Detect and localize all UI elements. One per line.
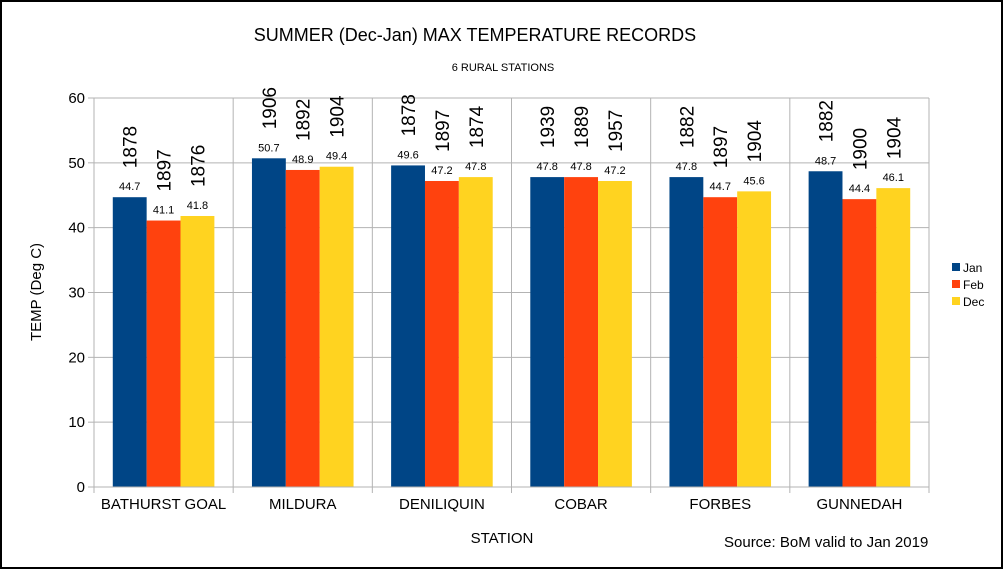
x-tick-label: GUNNEDAH <box>816 496 902 513</box>
bar-jan <box>251 158 286 488</box>
bar-dec <box>458 177 493 487</box>
bar-dec <box>319 166 354 487</box>
value-label: 49.4 <box>326 151 347 163</box>
value-label: 47.8 <box>537 161 558 173</box>
legend: Jan Feb Dec <box>952 261 984 309</box>
year-label: 1892 <box>294 99 315 141</box>
year-label: 1939 <box>538 106 559 148</box>
bar-dec <box>598 180 632 487</box>
y-tick-label: 20 <box>68 349 85 366</box>
chart-subtitle: 6 RURAL STATIONS <box>452 62 554 74</box>
value-label: 44.7 <box>119 181 140 193</box>
year-label: 1878 <box>399 94 420 136</box>
year-label: 1900 <box>850 128 871 170</box>
year-label: 1889 <box>572 106 593 148</box>
year-label: 1882 <box>677 106 698 148</box>
value-label: 47.8 <box>676 161 697 173</box>
year-label: 1906 <box>260 87 281 129</box>
bar-feb <box>842 199 877 487</box>
value-label: 48.7 <box>815 155 836 167</box>
year-label: 1904 <box>745 120 766 163</box>
year-label: 1882 <box>817 100 838 142</box>
year-label: 1878 <box>121 126 142 168</box>
value-label: 48.9 <box>292 154 313 166</box>
legend-label: Feb <box>963 278 984 292</box>
value-label: 47.2 <box>431 165 452 177</box>
bar-dec <box>737 191 772 488</box>
year-label: 1904 <box>884 116 905 159</box>
x-tick-label: MILDURA <box>269 496 337 513</box>
value-label: 49.6 <box>397 149 418 161</box>
y-tick-label: 50 <box>68 155 85 172</box>
legend-swatch-dec <box>952 297 960 305</box>
value-label: 45.6 <box>743 175 764 187</box>
year-label: 1897 <box>155 149 176 191</box>
x-tick-label: DENILIQUIN <box>399 496 485 513</box>
bar-jan <box>530 177 565 487</box>
year-label: 1957 <box>606 110 627 152</box>
y-axis-title: TEMP (Deg C) <box>28 243 45 341</box>
legend-label: Dec <box>963 295 984 309</box>
value-label: 44.7 <box>710 181 731 193</box>
value-label: 47.8 <box>570 161 591 173</box>
year-label: 1897 <box>711 126 732 168</box>
x-axis-title: STATION <box>471 530 534 547</box>
y-tick-label: 0 <box>77 479 85 496</box>
year-label: 1876 <box>188 145 209 187</box>
value-label: 41.1 <box>153 205 174 217</box>
bar-jan <box>112 197 147 487</box>
value-label: 44.4 <box>849 183 870 195</box>
bar-dec <box>180 215 215 487</box>
legend-swatch-feb <box>952 280 960 288</box>
y-tick-label: 40 <box>68 220 85 237</box>
y-tick-label: 10 <box>68 414 85 431</box>
y-tick-label: 30 <box>68 285 85 302</box>
bars: 44.7 1878 41.1 1897 41.8 1876 50.7 1906 48.9 1892… <box>112 87 911 488</box>
bar-dec <box>876 188 911 487</box>
legend-swatch-jan <box>952 263 960 271</box>
value-label: 47.2 <box>604 165 625 177</box>
bar-feb <box>285 169 320 487</box>
value-label: 47.8 <box>465 161 486 173</box>
year-label: 1904 <box>328 95 349 138</box>
axes: 0 10 20 30 40 50 60 BATHURST GOAL MILDURA DENILIQ… <box>68 90 929 513</box>
bar-feb <box>564 177 599 487</box>
y-tick-label: 60 <box>68 90 85 107</box>
x-tick-label: COBAR <box>554 496 608 513</box>
value-label: 41.8 <box>187 200 208 212</box>
source-note: Source: BoM valid to Jan 2019 <box>724 534 928 551</box>
value-label: 50.7 <box>258 142 279 154</box>
bar-jan <box>391 165 425 487</box>
bar-feb <box>146 220 181 487</box>
value-label: 46.1 <box>883 172 904 184</box>
year-label: 1897 <box>433 110 454 152</box>
gridlines <box>93 97 930 493</box>
legend-label: Jan <box>963 261 982 275</box>
x-tick-label: BATHURST GOAL <box>101 496 226 513</box>
bar-jan <box>669 177 704 487</box>
x-tick-label: FORBES <box>689 496 751 513</box>
bar-feb <box>424 180 459 487</box>
bar-feb <box>703 197 738 487</box>
year-label: 1874 <box>467 105 488 148</box>
bar-jan <box>808 171 843 488</box>
chart-title: SUMMER (Dec-Jan) MAX TEMPERATURE RECORDS <box>254 25 696 45</box>
